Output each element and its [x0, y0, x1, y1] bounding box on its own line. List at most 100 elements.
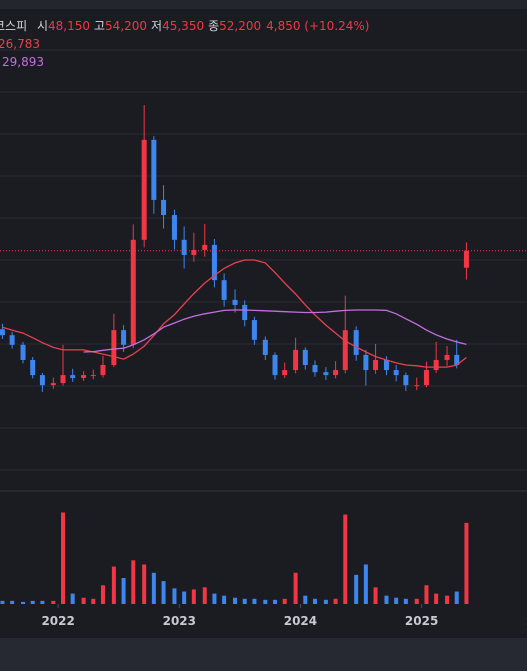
candle-body [121, 330, 127, 345]
candle-body [202, 244, 208, 250]
candle-body [251, 320, 257, 340]
candle-body [111, 330, 117, 365]
header-label: 종 [208, 19, 219, 33]
volume-bar [354, 574, 359, 604]
candle-body [342, 330, 348, 371]
candle-body [282, 370, 288, 376]
volume-bar [111, 566, 116, 604]
ma-label: 26,783 [0, 37, 40, 51]
volume-bar [263, 599, 268, 604]
volume-bar [303, 595, 308, 604]
candle-body [30, 359, 36, 376]
candle-body [333, 370, 339, 376]
volume-bar [394, 597, 399, 604]
x-tick-label: 2025 [405, 614, 438, 628]
candle-body [100, 364, 106, 376]
header-label: 고 [94, 19, 105, 33]
candle-body [463, 250, 469, 268]
candle-body [323, 372, 329, 376]
candle-body [130, 239, 136, 345]
candle-body [181, 239, 187, 255]
x-tick-label: 2024 [284, 614, 317, 628]
candle-body [221, 280, 227, 300]
volume-bar [100, 585, 105, 604]
candle-body [423, 370, 429, 386]
volume-bar [60, 512, 65, 604]
volume-bar [142, 564, 147, 604]
volume-bar [121, 578, 126, 604]
volume-bar [202, 587, 207, 604]
candle-body [433, 359, 439, 371]
candle-body [363, 354, 369, 371]
header-value: 52,200 [219, 19, 261, 33]
candle-body [444, 354, 450, 360]
volume-bar [30, 600, 35, 604]
volume-bar [434, 593, 439, 604]
candle-body [242, 304, 248, 321]
candle-body [90, 375, 96, 377]
top-bar [0, 0, 527, 9]
moving-averages [2, 259, 467, 368]
candle-body [70, 375, 76, 379]
candle-body [312, 364, 318, 373]
volume-bar [333, 598, 338, 604]
candle-body [272, 354, 278, 376]
candle-body [141, 139, 147, 240]
volume-bar [273, 599, 278, 604]
candle-body [373, 359, 379, 371]
header-label: 시 [37, 19, 48, 33]
candle-body [353, 330, 359, 355]
candle-body [20, 344, 26, 360]
volume-bar [343, 514, 348, 604]
candle-body [232, 299, 238, 305]
candle-body [81, 375, 87, 379]
volume-bar [363, 564, 368, 604]
header-change: 4,850 (+10.24%) [266, 19, 369, 33]
volume-bar [222, 595, 227, 604]
volume-bar [424, 585, 429, 604]
header: 코스피 시48,150 고54,200 저45,350 종52,200 4,850 (+… [0, 19, 369, 33]
candle-body [454, 354, 460, 365]
volume-bar [131, 560, 136, 604]
volume-bar [252, 598, 257, 604]
candle-body [191, 249, 197, 255]
volume-bar [293, 572, 298, 604]
candle-body [151, 139, 157, 200]
volume-bar [10, 600, 15, 604]
volume-bar [191, 589, 196, 604]
volume-pane [0, 512, 469, 604]
header-value: 48,150 [48, 19, 90, 33]
candle-body [383, 359, 389, 371]
volume-bar [182, 591, 187, 604]
bottom-bar [0, 638, 527, 671]
volume-bar [51, 600, 56, 604]
candle-body [60, 375, 66, 384]
candle-body [39, 375, 45, 386]
volume-bar [151, 572, 156, 604]
volume-bar [323, 599, 328, 604]
candle-body [393, 370, 399, 376]
volume-bar [70, 593, 75, 604]
volume-bar [21, 601, 26, 604]
volume-bar [40, 600, 45, 604]
volume-bar [161, 581, 166, 604]
x-tick-label: 2023 [163, 614, 196, 628]
volume-bar [414, 598, 419, 604]
candle-body [0, 329, 5, 336]
volume-bar [464, 522, 469, 604]
moving-average [2, 259, 467, 368]
volume-bar [233, 597, 238, 604]
x-axis: 20222023202420252026 [41, 604, 527, 628]
volume-bar [454, 591, 459, 604]
volume-bar [312, 598, 317, 604]
candle-body [403, 375, 409, 386]
candles [0, 105, 527, 392]
moving-average [83, 309, 467, 353]
header-value: 54,200 [105, 19, 147, 33]
candle-body [414, 385, 420, 387]
volume-bar [91, 598, 96, 604]
volume-bar [445, 595, 450, 604]
